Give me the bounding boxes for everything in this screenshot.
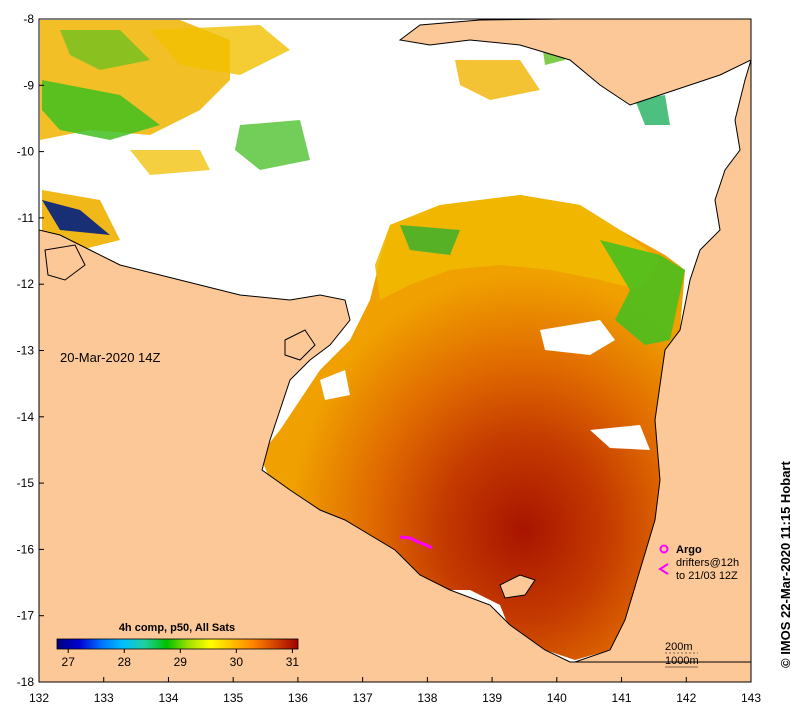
argo-drifter-legend: Argo drifters@12h to 21/03 12Z: [658, 544, 739, 582]
y-tick-label: -8: [23, 12, 34, 26]
x-tick-label: 137: [353, 691, 373, 705]
y-tick-label: -18: [17, 675, 35, 689]
depth-contour-legend: 200m 1000m: [665, 641, 699, 668]
y-tick-label: -9: [23, 78, 34, 92]
sst-colorbar: 4h comp, p50, All Sats 27 28 29 30 31: [56, 622, 300, 669]
colorbar-tick-label: 29: [174, 655, 188, 669]
northern-sst-patches: [40, 20, 670, 250]
drifters-line2: to 21/03 12Z: [676, 570, 738, 582]
y-axis-ticks: -8 -9 -10 -11 -12 -13 -14 -15 -16 -17 -18: [17, 12, 44, 689]
land-mornington-island: [499, 574, 536, 599]
drifters-line1: drifters@12h: [676, 557, 739, 569]
y-tick-label: -13: [17, 344, 35, 358]
x-tick-label: 138: [417, 691, 437, 705]
x-tick-label: 136: [288, 691, 308, 705]
x-tick-label: 142: [676, 691, 696, 705]
y-tick-label: -12: [17, 277, 35, 291]
land-northern-territory: [39, 229, 751, 682]
colorbar-tick-label: 28: [118, 655, 132, 669]
land-island-west: [44, 244, 86, 281]
x-tick-label: 134: [158, 691, 178, 705]
colorbar-tick-label: 30: [230, 655, 244, 669]
y-tick-label: -16: [17, 542, 35, 556]
drifter-arrow-icon: [658, 563, 669, 575]
x-axis-ticks: 132 133 134 135 136 137 138 139 140 141 142 143: [29, 677, 761, 705]
x-tick-label: 135: [223, 691, 243, 705]
x-tick-label: 143: [741, 691, 761, 705]
y-tick-label: -17: [17, 609, 35, 623]
colorbar-ticks: 27 28 29 30 31: [62, 649, 300, 669]
contour-200m-label: 200m: [665, 641, 693, 653]
imos-credit: © IMOS 22-Mar-2020 11:15 Hobart: [778, 461, 791, 668]
colorbar-ramp: [56, 638, 299, 650]
gulf-sst-yellow-band: [375, 195, 660, 300]
argo-marker-icon: [659, 544, 669, 554]
land-groote-eylandt: [284, 329, 316, 361]
gulf-sst-green-edge: [600, 240, 685, 345]
gulf-sst-field: [260, 195, 685, 660]
x-tick-label: 140: [547, 691, 567, 705]
drifter-track: [399, 535, 433, 550]
contour-1000m-label: 1000m: [665, 655, 699, 667]
y-tick-label: -14: [17, 410, 35, 424]
x-tick-label: 132: [29, 691, 49, 705]
x-tick-label: 139: [482, 691, 502, 705]
y-tick-label: -11: [18, 211, 35, 225]
land-cape-york: [574, 19, 751, 663]
timestamp-label: 20-Mar-2020 14Z: [60, 350, 160, 365]
x-tick-label: 133: [94, 691, 114, 705]
y-tick-label: -10: [17, 145, 35, 159]
argo-label: Argo: [676, 544, 702, 556]
colorbar-tick-label: 27: [62, 655, 76, 669]
y-tick-label: -15: [17, 476, 35, 490]
colorbar-title: 4h comp, p50, All Sats: [119, 622, 235, 634]
x-tick-label: 141: [612, 691, 632, 705]
colorbar-tick-label: 31: [286, 655, 300, 669]
